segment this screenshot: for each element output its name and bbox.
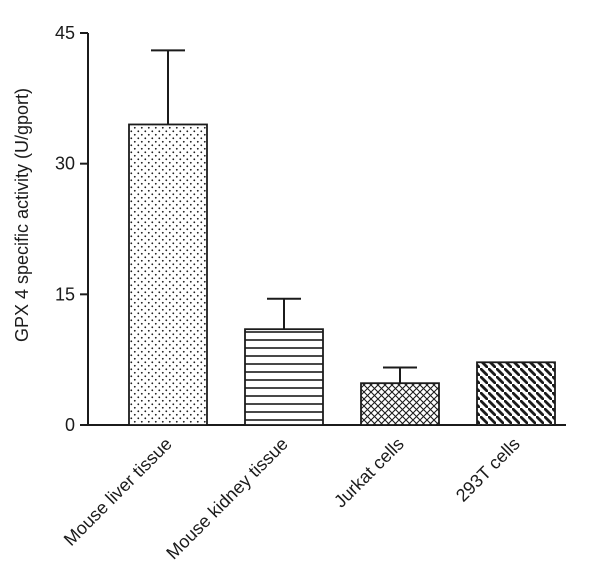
y-tick-label: 15 <box>55 284 75 304</box>
bar-3 <box>476 361 556 426</box>
x-category-label: 293T cells <box>452 434 524 506</box>
y-axis-title: GPX 4 specific activity (U/gport) <box>12 88 32 342</box>
bar-1 <box>244 328 324 426</box>
x-category-label: Mouse liver tissue <box>60 434 176 550</box>
bar-0 <box>128 123 208 426</box>
y-tick-label: 0 <box>65 415 75 435</box>
bar-2 <box>360 382 440 426</box>
y-tick-label: 30 <box>55 154 75 174</box>
y-tick-label: 45 <box>55 23 75 43</box>
x-category-label: Mouse kidney tissue <box>162 434 291 563</box>
x-category-label: Jurkat cells <box>330 434 408 512</box>
